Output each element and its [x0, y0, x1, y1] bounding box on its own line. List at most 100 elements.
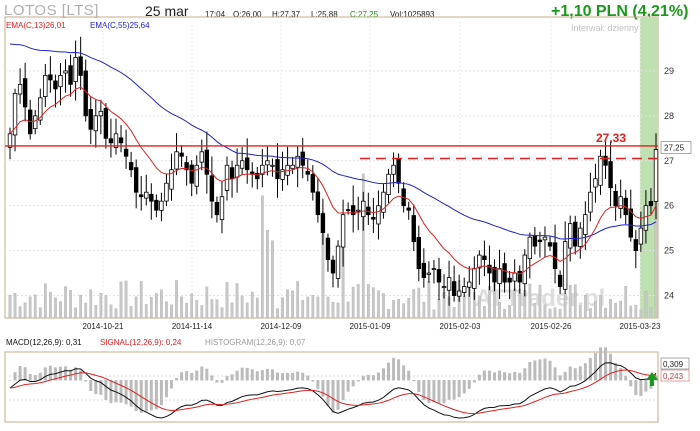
candle-body [320, 213, 326, 234]
volume-bar [155, 293, 158, 319]
histogram-bar [326, 380, 330, 406]
histogram-bar [316, 380, 320, 390]
histogram-bar [598, 347, 602, 381]
histogram-bar [513, 371, 517, 381]
candle-body [224, 164, 230, 191]
volume-bar [578, 305, 582, 319]
candle-body [330, 259, 336, 274]
volume-bar [59, 301, 62, 319]
highlight-band [640, 17, 658, 318]
candle-body [467, 281, 472, 288]
histogram-bar [477, 374, 481, 381]
histogram-bar [392, 357, 396, 381]
candle-body [149, 193, 154, 202]
histogram-bar [215, 380, 219, 383]
candle-body [43, 75, 48, 97]
volume-bar [553, 307, 557, 319]
histogram-bar [422, 380, 426, 401]
volume-bar [614, 302, 617, 319]
volume-bar [599, 295, 602, 319]
macd-histogram [8, 347, 658, 414]
candle-body [38, 97, 43, 121]
candle-body [356, 209, 361, 212]
volume-bar [639, 309, 643, 319]
candle-body [547, 242, 553, 247]
volume-bar [306, 296, 310, 319]
candle-body [98, 110, 104, 117]
histogram-bar [134, 380, 138, 412]
macd-legend: MACD(12,26,9): 0,31 [6, 338, 82, 347]
candle-body [568, 223, 573, 249]
histogram-bar [452, 380, 456, 400]
candle-body [219, 196, 225, 221]
histogram-bar [371, 375, 375, 381]
histogram-bar [109, 380, 113, 404]
histogram-bar [442, 380, 446, 404]
candle-body [7, 133, 13, 148]
x-tick-label: 2014-11-14 [172, 322, 213, 331]
candle-body [492, 266, 497, 283]
last-price-marker: 27,25 [660, 141, 692, 154]
histogram-bar [255, 371, 259, 381]
candle-body [113, 133, 119, 148]
volume-bar [190, 293, 194, 319]
histogram-bar [482, 370, 486, 381]
volume-bar [54, 297, 57, 319]
histogram-bar [23, 367, 27, 381]
signal-legend: SIGNAL(12,26,9): 0,24 [100, 338, 182, 347]
histogram-bar [270, 369, 274, 381]
volume-bar [538, 284, 542, 319]
x-axis-ticks: 2014-10-21 2014-11-14 2014-12-09 2015-01-09… [83, 322, 661, 331]
histogram-bar [397, 359, 401, 381]
interval-label[interactable]: Interwał: dzienny [571, 23, 639, 33]
candle-body [396, 158, 401, 184]
candle-body [406, 207, 411, 211]
histogram-bar [447, 380, 451, 400]
volume-bar [503, 309, 506, 319]
candle-body [431, 268, 437, 270]
price-grid [5, 17, 658, 318]
volume-bar [528, 283, 532, 319]
candle-body [63, 70, 68, 74]
candle-body [108, 138, 114, 144]
candle-body [537, 239, 543, 243]
histogram-bar [331, 380, 335, 413]
histogram-bar [629, 380, 633, 387]
volume-bar [644, 291, 648, 319]
candle-body [179, 152, 184, 157]
candle-body [73, 57, 78, 83]
histogram-bar [89, 380, 93, 391]
volume-bar [18, 306, 22, 319]
volume-bar [488, 286, 491, 319]
histogram-bar [64, 366, 68, 381]
volume-bar [366, 284, 370, 319]
y-tick-label: 28 [664, 111, 674, 121]
histogram-bar [154, 380, 158, 410]
candle-body [169, 169, 174, 190]
candle-body [33, 115, 38, 130]
candle-body [154, 199, 159, 211]
candle-body [502, 263, 507, 283]
histogram-bar [104, 380, 108, 400]
volume-bar [230, 302, 234, 319]
histogram-bar [634, 380, 638, 396]
candle-body [386, 173, 391, 195]
candle-body [411, 215, 416, 243]
low-value: L:25,88 [311, 10, 338, 19]
candles [7, 36, 659, 306]
candle-body [441, 286, 447, 288]
volume-bar [139, 281, 143, 319]
candle-body [628, 208, 633, 238]
ema13-legend: EMA(C,13)26,01 [6, 21, 66, 30]
volume-bar [195, 299, 199, 319]
histogram-bar [503, 372, 507, 381]
histogram-bar [33, 375, 37, 381]
histogram-bar [553, 367, 557, 381]
candle-body [174, 151, 179, 170]
histogram-bar [341, 380, 345, 401]
volume-bar [382, 293, 385, 319]
candle-body [118, 137, 124, 144]
volume-bar [594, 301, 597, 319]
candle-body [421, 262, 427, 278]
